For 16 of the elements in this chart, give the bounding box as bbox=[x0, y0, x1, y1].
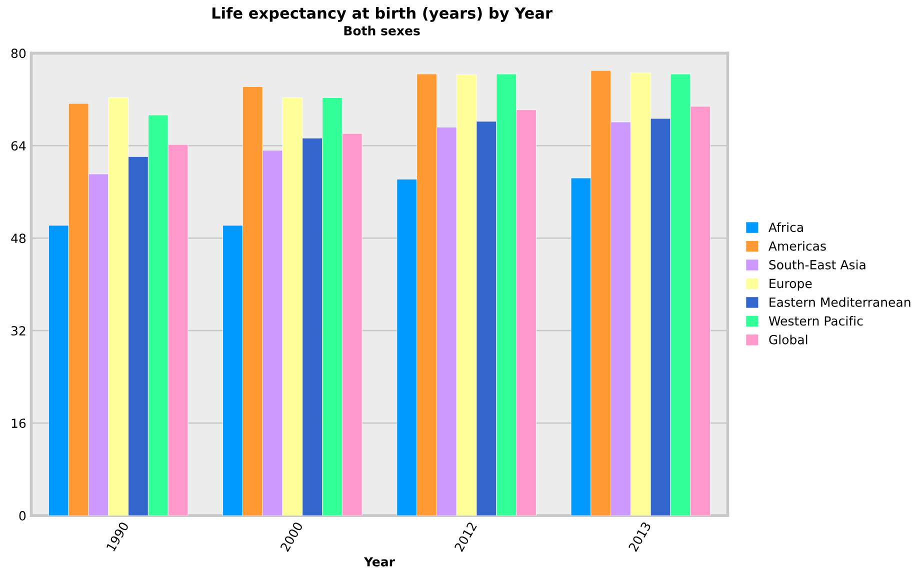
y-tick-label: 16 bbox=[12, 418, 26, 428]
legend-label: Eastern Mediterranean bbox=[770, 297, 910, 307]
y-tick-label: 64 bbox=[11, 141, 26, 151]
legend-label: Europe bbox=[770, 278, 812, 291]
y-tick-label: 48 bbox=[11, 234, 26, 244]
y-tick-label: 80 bbox=[11, 48, 26, 58]
y-tick-label: 0 bbox=[19, 511, 26, 521]
chart-title: Life expectancy at birth (years) by Year bbox=[212, 6, 552, 22]
legend-label: Global bbox=[769, 334, 808, 344]
legend-label: Western Pacific bbox=[768, 316, 863, 326]
chart-subtitle: Both sexes bbox=[344, 26, 420, 36]
y-tick-label: 32 bbox=[11, 326, 26, 336]
legend-label: Africa bbox=[768, 222, 803, 232]
legend-label: South-East Asia bbox=[769, 260, 866, 270]
legend-label: Americas bbox=[768, 241, 826, 251]
x-axis-title: Year bbox=[364, 557, 395, 566]
